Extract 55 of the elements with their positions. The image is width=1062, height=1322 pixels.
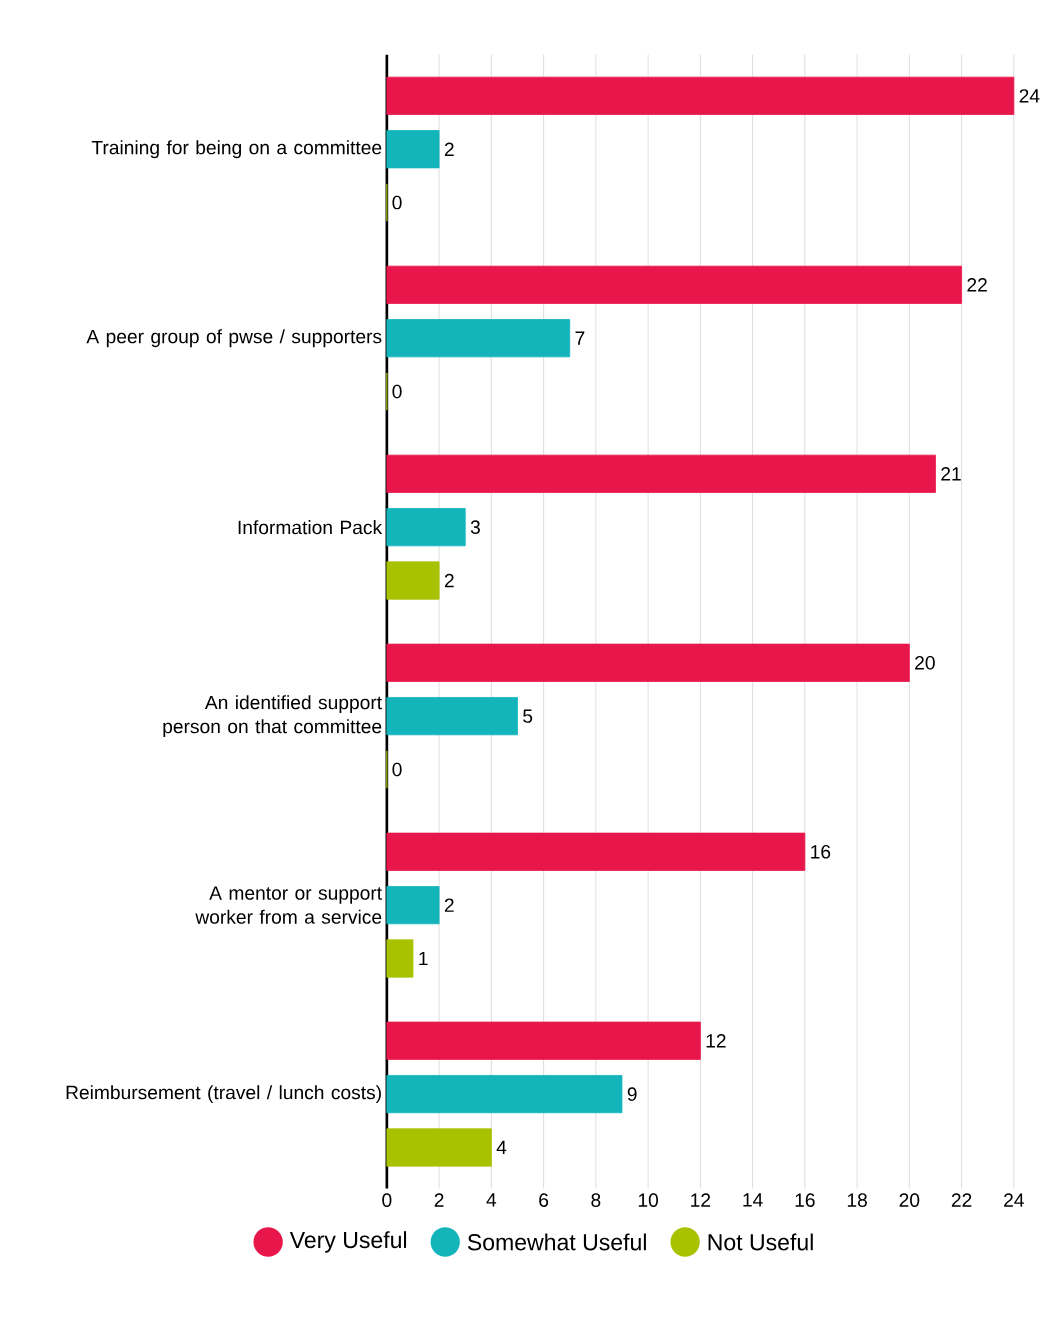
bar — [386, 508, 466, 547]
x-tick-label: 10 — [638, 1193, 659, 1207]
legend-label: Not Useful — [708, 1233, 813, 1251]
y-tick-label: A peer group of pwse / supporters — [86, 329, 382, 348]
data-label: 7 — [575, 331, 585, 345]
y-tick-label: A mentor or support worker from a service — [195, 886, 383, 924]
bar — [386, 643, 910, 682]
x-tick-label: 18 — [847, 1193, 868, 1207]
data-label: 2 — [444, 573, 454, 588]
data-label: 5 — [523, 709, 533, 723]
bar — [386, 1075, 623, 1114]
data-label: 0 — [392, 384, 402, 399]
bar — [386, 319, 571, 358]
bar — [386, 130, 440, 169]
bar — [386, 454, 936, 493]
x-tick-label: 6 — [539, 1193, 549, 1207]
data-label: 1 — [419, 951, 428, 966]
data-label: 12 — [706, 1034, 726, 1048]
data-label: 2 — [444, 898, 454, 912]
bar — [386, 939, 414, 978]
legend-label: Somewhat Useful — [467, 1233, 646, 1251]
data-label: 9 — [627, 1087, 637, 1101]
bar — [386, 1128, 492, 1167]
data-label: 0 — [392, 762, 402, 777]
legend-label: Very Useful — [289, 1231, 407, 1253]
x-tick-label: 2 — [434, 1193, 444, 1207]
x-tick-label: 8 — [591, 1193, 601, 1207]
data-label: 3 — [470, 520, 480, 534]
data-label: 22 — [967, 278, 987, 292]
bar — [386, 886, 440, 925]
x-tick-label: 24 — [1004, 1193, 1025, 1207]
y-tick-label: Reimbursement (travel / lunch costs) — [66, 1085, 381, 1104]
bar — [386, 832, 806, 871]
data-label: 4 — [496, 1140, 507, 1155]
data-label: 16 — [811, 844, 831, 859]
data-label: 21 — [941, 467, 961, 481]
bar — [386, 265, 963, 304]
x-tick-label: 22 — [951, 1193, 972, 1207]
data-label: 20 — [915, 655, 935, 670]
bar — [386, 76, 1015, 115]
data-label: 24 — [1019, 89, 1040, 103]
data-label: 0 — [392, 195, 402, 210]
x-tick-label: 14 — [743, 1193, 763, 1207]
y-tick-label: An identified support person on that committee — [163, 695, 383, 738]
x-tick-label: 4 — [486, 1193, 497, 1207]
bar — [386, 561, 440, 600]
x-tick-label: 20 — [899, 1193, 920, 1207]
bar — [386, 1021, 701, 1060]
y-tick-label: Information Pack — [238, 520, 383, 535]
y-tick-label: Training for being on a committee — [91, 140, 382, 159]
data-label: 2 — [444, 142, 454, 156]
x-tick-label: 16 — [795, 1193, 815, 1207]
x-tick-label: 12 — [691, 1193, 711, 1207]
bar — [386, 697, 518, 736]
x-tick-label: 0 — [382, 1193, 392, 1207]
